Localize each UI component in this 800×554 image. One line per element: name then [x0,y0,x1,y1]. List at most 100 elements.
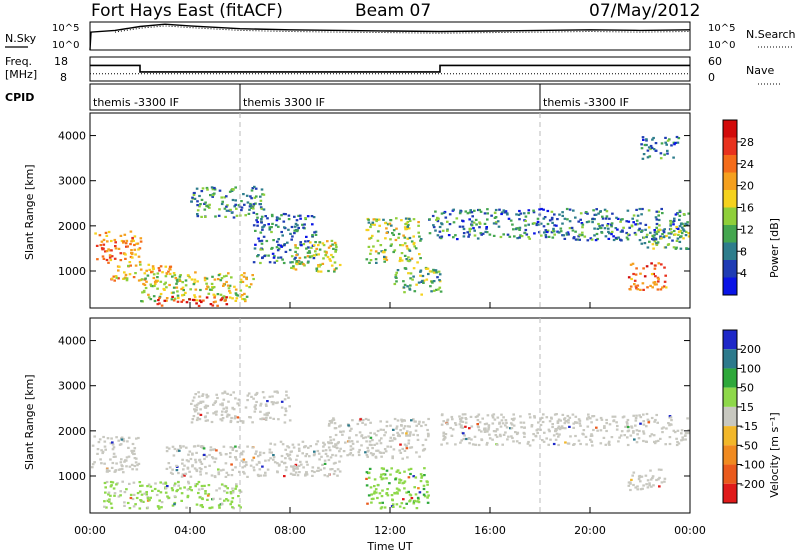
power-cell [118,265,121,268]
power-cell [120,239,124,243]
velocity-cell [415,451,418,454]
power-cell [669,232,673,235]
velocity-cell [129,496,133,500]
velocity-cell [191,399,195,402]
power-cell [403,254,407,257]
power-cell [218,189,222,192]
power-cell [631,262,635,265]
velocity-cell [450,415,454,419]
power-cell [659,152,663,155]
power-cell [139,237,143,240]
power-cell [490,214,493,217]
power-cell [188,276,191,279]
power-cell [383,260,386,263]
velocity-cell [206,404,210,408]
velocity-cell [333,422,337,425]
power-cell [311,223,314,226]
velocity-cell [297,443,301,446]
power-cell [229,291,232,294]
power-cell [668,236,671,239]
power-cell [257,254,260,257]
velocity-cell [605,429,608,433]
power-cell [297,214,300,217]
velocity-cell [115,462,118,465]
power-cell [327,246,331,249]
power-cell [680,232,684,235]
velocity-cell [109,442,113,445]
velocity-cell [324,452,328,455]
velocity-cell [121,480,124,483]
power-cell [574,230,577,233]
power-cell [412,275,415,278]
velocity-cell [563,422,567,425]
power-cell [287,214,291,217]
velocity-cell [504,424,507,427]
power-cell [268,261,272,264]
velocity-cell [664,443,667,446]
colorbar-swatch [723,207,737,225]
power-cell [315,253,318,256]
power-cell [502,209,506,212]
velocity-cell [157,507,161,510]
power-cell [432,224,435,227]
velocity-cell [181,473,185,476]
velocity-cell [132,481,136,484]
power-cell [570,226,574,229]
velocity-cell [369,436,373,439]
power-cell [225,195,228,198]
velocity-cell [235,449,238,453]
velocity-cell [197,444,200,447]
power-cell [426,267,430,270]
power-cell [673,217,676,220]
power-cell [193,197,197,200]
velocity-cell [409,499,412,502]
power-cell [682,237,685,240]
power-colorbar-label: Power [dB] [768,218,781,278]
power-cell [536,217,540,220]
velocity-cell [182,445,185,448]
velocity-cell [589,417,592,420]
velocity-cell [229,393,233,396]
power-cell [193,281,196,284]
power-cell [625,220,628,223]
velocity-cell [374,456,378,459]
velocity-cell [393,417,397,421]
velocity-cell [371,439,374,442]
velocity-cell [100,449,103,452]
power-cell [632,272,635,276]
velocity-cell [582,429,586,432]
power-cell [633,279,637,282]
velocity-cell [365,484,369,487]
power-cell [139,240,143,243]
cpid-segment-label: themis -3300 IF [543,96,629,109]
colorbar-swatch [723,120,737,138]
power-cell [577,220,580,223]
power-cell [497,225,501,228]
velocity-cell [416,438,420,441]
velocity-cell [306,463,309,466]
power-cell [300,261,303,264]
power-cell [492,222,496,225]
velocity-cell [201,505,204,509]
velocity-cell [296,474,300,477]
power-cell [406,220,410,224]
power-cell [395,276,398,279]
power-cell [403,236,407,239]
velocity-cell [159,481,162,484]
velocity-cell [322,441,325,444]
velocity-cell [285,453,289,456]
velocity-cell [119,468,122,471]
power-cell [639,288,642,291]
velocity-cell [334,443,338,446]
velocity-cell [519,421,523,424]
velocity-cell [349,451,353,455]
velocity-cell [123,491,127,494]
power-cell [425,267,428,270]
power-cell [165,297,169,300]
velocity-cell [565,420,568,423]
velocity-cell [199,473,202,476]
power-cell [254,243,257,246]
velocity-cell [253,410,257,413]
velocity-cell [440,423,444,426]
